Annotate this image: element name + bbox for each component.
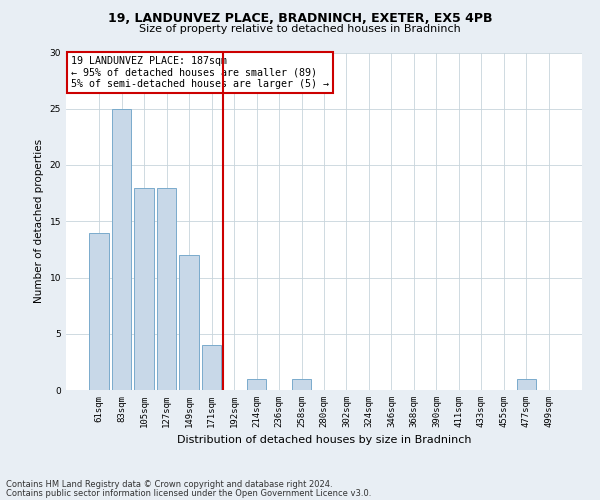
Text: 19, LANDUNVEZ PLACE, BRADNINCH, EXETER, EX5 4PB: 19, LANDUNVEZ PLACE, BRADNINCH, EXETER, … [108,12,492,26]
Bar [179,255,199,390]
Bar [517,379,536,390]
Bar [134,188,154,390]
Bar [247,379,266,390]
Text: Size of property relative to detached houses in Bradninch: Size of property relative to detached ho… [139,24,461,34]
Bar [202,345,221,390]
Bar [89,232,109,390]
Bar [112,109,131,390]
Text: Contains HM Land Registry data © Crown copyright and database right 2024.: Contains HM Land Registry data © Crown c… [6,480,332,489]
Text: Contains public sector information licensed under the Open Government Licence v3: Contains public sector information licen… [6,488,371,498]
Text: 19 LANDUNVEZ PLACE: 187sqm
← 95% of detached houses are smaller (89)
5% of semi-: 19 LANDUNVEZ PLACE: 187sqm ← 95% of deta… [71,56,329,89]
Bar [292,379,311,390]
Y-axis label: Number of detached properties: Number of detached properties [34,139,44,304]
X-axis label: Distribution of detached houses by size in Bradninch: Distribution of detached houses by size … [177,436,471,446]
Bar [157,188,176,390]
